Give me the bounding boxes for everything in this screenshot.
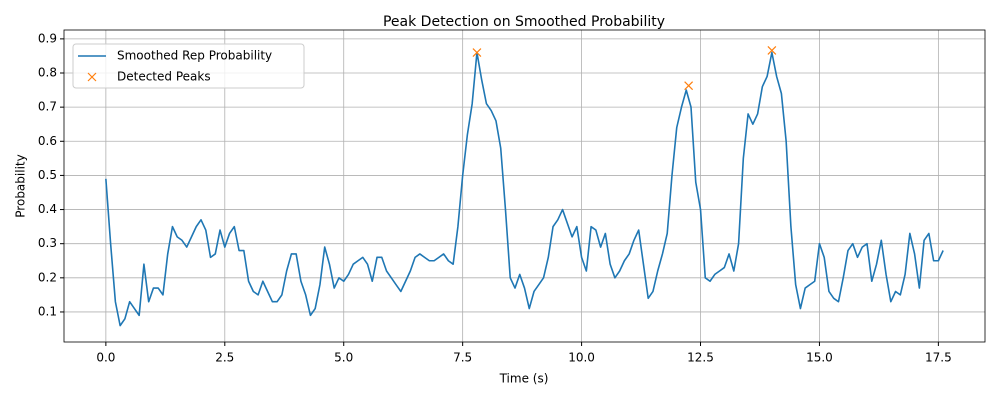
- y-tick-label: 0.3: [38, 236, 57, 250]
- legend-label: Detected Peaks: [117, 70, 211, 84]
- x-tick-label: 5.0: [334, 351, 353, 365]
- y-tick-label: 0.5: [38, 168, 57, 182]
- x-tick-label: 10.0: [568, 351, 595, 365]
- legend: Smoothed Rep Probability Detected Peaks: [72, 43, 305, 89]
- x-tick-label: 17.5: [925, 351, 952, 365]
- y-tick-label: 0.9: [38, 31, 57, 45]
- peak-marker: [684, 81, 694, 91]
- peak-marker: [472, 48, 482, 57]
- data-line: [105, 51, 944, 327]
- chart-title: Peak Detection on Smoothed Probability: [383, 14, 665, 30]
- x-tick-label: 7.5: [453, 351, 472, 365]
- y-tick-label: 0.2: [38, 270, 57, 284]
- x-tick-label: 12.5: [687, 351, 714, 365]
- plot-frame: [63, 29, 986, 343]
- y-tick-label: 0.6: [38, 134, 57, 148]
- y-tick-label: 0.7: [38, 100, 57, 114]
- x-tick-label: 15.0: [806, 351, 833, 365]
- x-axis-label: Time (s): [499, 372, 549, 386]
- y-axis-label: Probability: [14, 154, 28, 217]
- legend-swatch: [87, 72, 97, 82]
- x-tick-label: 2.5: [215, 351, 234, 365]
- x-tick-label: 0.0: [96, 351, 115, 365]
- legend-box: [72, 43, 305, 89]
- y-tick-label: 0.4: [38, 202, 57, 216]
- y-tick-label: 0.8: [38, 66, 57, 80]
- legend-label: Smoothed Rep Probability: [117, 49, 272, 63]
- peak-marker: [767, 46, 777, 55]
- y-tick-label: 0.1: [38, 304, 57, 318]
